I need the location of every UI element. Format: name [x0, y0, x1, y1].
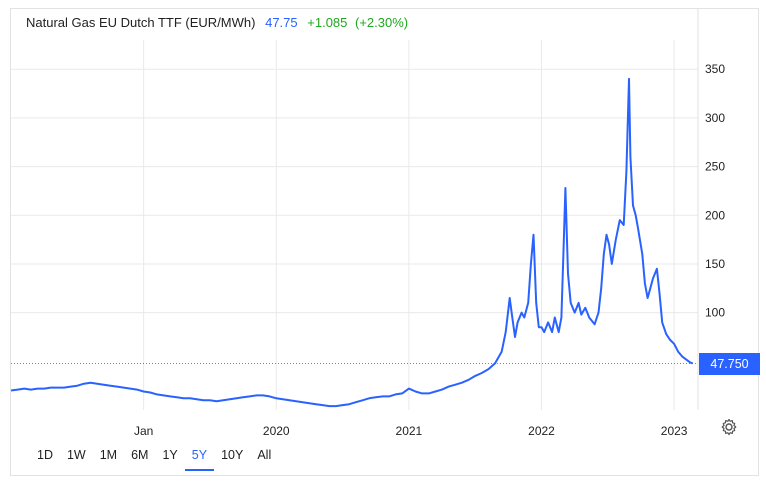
gear-icon[interactable]: [720, 418, 738, 436]
x-tick-label: 2021: [396, 424, 423, 438]
instrument-name: Natural Gas EU Dutch TTF (EUR/MWh): [26, 15, 256, 30]
range-button-6m[interactable]: 6M: [131, 448, 149, 462]
y-tick-label: 200: [705, 208, 725, 222]
range-button-10y[interactable]: 10Y: [221, 448, 244, 462]
price-change: +1.085: [307, 15, 348, 30]
price-change-percent: (+2.30%): [355, 15, 409, 30]
last-price-tag: 47.750: [699, 352, 760, 375]
chart-panel: [10, 8, 759, 476]
range-button-1m[interactable]: 1M: [99, 448, 118, 462]
range-button-5y[interactable]: 5Y: [184, 447, 215, 471]
y-tick-label: 150: [705, 257, 725, 271]
range-button-1y[interactable]: 1Y: [162, 448, 178, 462]
y-tick-label: 100: [705, 306, 725, 320]
y-tick-label: 350: [705, 62, 725, 76]
x-tick-label: 2023: [661, 424, 688, 438]
range-button-1d[interactable]: 1D: [37, 448, 53, 462]
x-tick-label: Jan: [134, 424, 153, 438]
series-line: [10, 77, 694, 408]
x-tick-label: 2022: [528, 424, 555, 438]
y-tick-label: 250: [705, 160, 725, 174]
range-button-all[interactable]: All: [257, 448, 272, 462]
last-price: 47.75: [265, 15, 298, 30]
y-tick-label: 300: [705, 111, 725, 125]
range-button-1w[interactable]: 1W: [66, 448, 86, 462]
chart-header: Natural Gas EU Dutch TTF (EUR/MWh) 47.75…: [26, 15, 408, 30]
range-selector: 1D 1W 1M 6M 1Y 5Y 10Y All: [30, 447, 278, 471]
x-tick-label: 2020: [263, 424, 290, 438]
